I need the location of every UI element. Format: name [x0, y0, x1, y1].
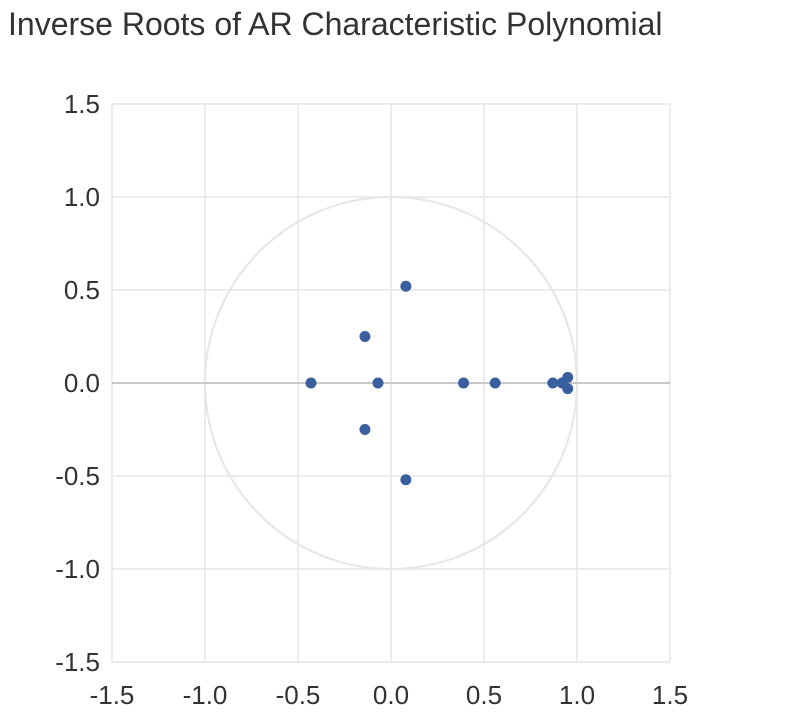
- data-point: [458, 377, 470, 389]
- y-tick-label: 1.5: [64, 89, 100, 119]
- chart-title: Inverse Roots of AR Characteristic Polyn…: [8, 6, 663, 42]
- x-tick-label: 0.5: [466, 680, 502, 710]
- data-points: [305, 280, 574, 486]
- x-tick-label: -1.0: [183, 680, 228, 710]
- x-tick-label: 0.0: [373, 680, 409, 710]
- data-point: [400, 280, 412, 292]
- data-point: [305, 377, 317, 389]
- y-tick-label: -0.5: [55, 461, 100, 491]
- data-point: [359, 424, 371, 435]
- x-tick-label: -1.5: [90, 680, 135, 710]
- data-point: [372, 377, 384, 389]
- data-point: [359, 331, 371, 342]
- y-tick-label: -1.5: [55, 647, 100, 677]
- y-tick-label: 0.5: [64, 275, 100, 305]
- x-tick-label: 1.5: [652, 680, 688, 710]
- y-tick-label: 1.0: [64, 182, 100, 212]
- y-tick-label: 0.0: [64, 368, 100, 398]
- y-tick-labels: 1.5 1.0 0.5 0.0 -0.5 -1.0 -1.5: [55, 89, 100, 677]
- y-tick-label: -1.0: [55, 554, 100, 584]
- data-point: [547, 377, 559, 389]
- data-point: [489, 377, 501, 389]
- data-point: [400, 474, 412, 486]
- x-tick-labels: -1.5 -1.0 -0.5 0.0 0.5 1.0 1.5: [90, 680, 688, 710]
- x-tick-label: 1.0: [559, 680, 595, 710]
- data-point: [562, 383, 574, 395]
- data-point: [562, 371, 574, 383]
- zero-axes: [112, 104, 670, 662]
- x-tick-label: -0.5: [276, 680, 321, 710]
